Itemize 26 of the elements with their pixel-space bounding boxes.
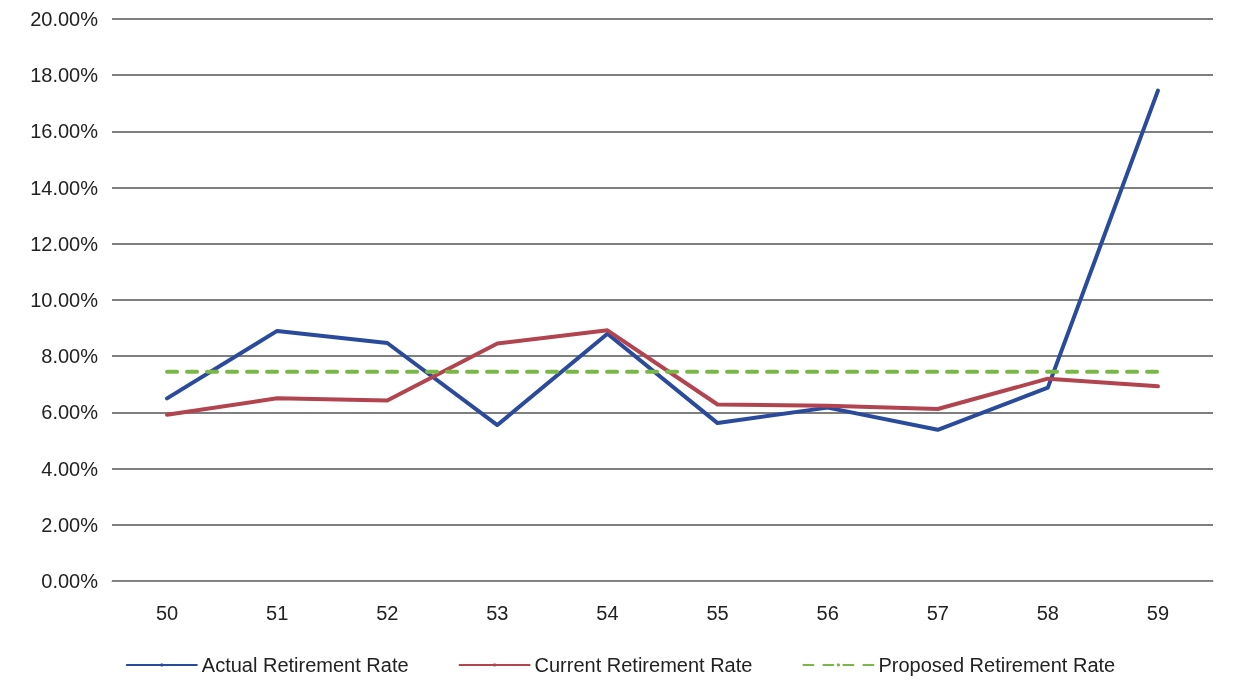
x-tick-label: 57	[926, 602, 949, 624]
y-tick-label: 20.00%	[30, 8, 99, 30]
x-tick-label: 53	[486, 602, 509, 624]
y-tick-label: 18.00%	[30, 64, 99, 87]
x-tick-label: 58	[1036, 602, 1059, 624]
line-series	[165, 328, 1160, 417]
x-tick-label: 52	[376, 602, 399, 624]
x-tick-label: 55	[706, 602, 729, 624]
x-tick-label: 50	[155, 602, 179, 624]
y-tick-label: 0.00%	[41, 570, 99, 592]
y-tick-label: 8.00%	[41, 345, 99, 368]
legend-label: Proposed Retirement Rate	[878, 654, 1116, 676]
y-tick-label: 4.00%	[41, 457, 99, 480]
y-tick-label: 2.00%	[41, 513, 99, 536]
legend-label: Actual Retirement Rate	[201, 654, 409, 676]
x-tick-label: 56	[816, 602, 839, 624]
y-tick-label: 12.00%	[30, 232, 99, 255]
line-series	[165, 88, 1160, 432]
y-tick-label: 6.00%	[41, 401, 99, 424]
y-tick-label: 14.00%	[30, 176, 99, 199]
y-tick-label: 10.00%	[30, 289, 99, 311]
legend-label: Current Retirement Rate	[534, 654, 753, 676]
x-tick-label: 59	[1146, 602, 1170, 624]
y-tick-label: 16.00%	[30, 120, 99, 143]
x-tick-label: 51	[266, 602, 289, 624]
x-tick-label: 54	[596, 602, 619, 624]
